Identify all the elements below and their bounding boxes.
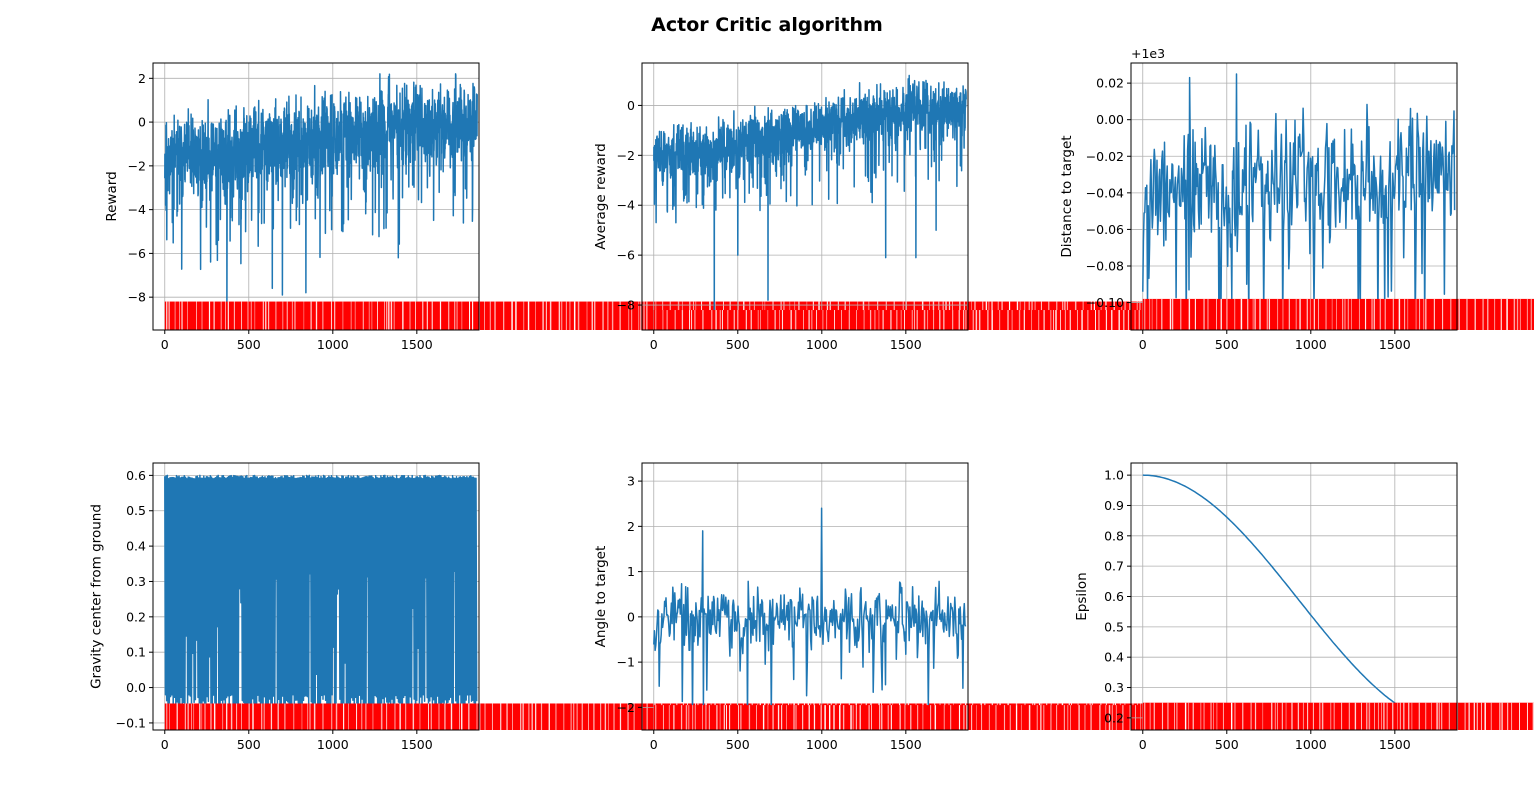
subplot-distance-to-target: 0 500 1000 1500 0.02 0.00 −0.02 −0.04 −0.06 −0.08… (1059, 46, 1534, 352)
distance-to-target-xtick-label-1: 500 (1215, 337, 1239, 352)
gravity-center-xtick-label-3: 1500 (401, 737, 433, 752)
angle-to-target-xtick-label-1: 500 (726, 737, 750, 752)
angle-to-target-ylabel: Angle to target (593, 546, 609, 648)
reward-ylabel: Reward (104, 171, 120, 221)
distance-to-target-ytick-label-3: −0.04 (1086, 185, 1124, 200)
epsilon-xtick-label-3: 1500 (1379, 737, 1411, 752)
average-reward-ytick-label-1: −2 (617, 148, 635, 163)
reward-axes-frame (152, 62, 480, 331)
gravity-center-series-line-0 (164, 474, 478, 717)
angle-to-target-ytick-label-1: 2 (627, 519, 635, 534)
epsilon-ytick-label-5: 0.5 (1104, 619, 1124, 634)
angle-to-target-ytick-label-2: 1 (627, 564, 635, 579)
reward-ytick-label-2: −2 (128, 158, 146, 173)
epsilon-xtick-label-1: 500 (1215, 737, 1239, 752)
reward-ytick-label-5: −8 (128, 290, 146, 305)
gravity-center-ytick-label-6: 0.0 (126, 680, 146, 695)
gravity-center-ytick-label-4: 0.2 (126, 609, 146, 624)
angle-to-target-ytick-label-4: −1 (617, 655, 635, 670)
angle-to-target-xtick-label-3: 1500 (890, 737, 922, 752)
subplot-epsilon: 0 500 1000 1500 1.0 0.9 0.8 0.7 0.6 0.5 0.4 0.3 0.2 E… (1074, 462, 1534, 752)
gravity-center-ytick-label-7: −0.1 (116, 715, 146, 730)
distance-to-target-ylabel: Distance to target (1059, 135, 1075, 257)
average-reward-xtick-label-0: 0 (650, 337, 658, 352)
epsilon-ytick-label-0: 1.0 (1104, 468, 1124, 483)
average-reward-ylabel: Average reward (593, 143, 609, 249)
gravity-center-ytick-label-1: 0.5 (126, 503, 146, 518)
gravity-center-ytick-label-0: 0.6 (126, 468, 146, 483)
distance-to-target-ytick-label-4: −0.06 (1086, 222, 1124, 237)
reward-series-line-0 (164, 73, 478, 318)
average-reward-xtick-label-2: 1000 (806, 337, 838, 352)
average-reward-xtick-label-1: 500 (726, 337, 750, 352)
angle-to-target-ytick-label-5: −2 (617, 700, 635, 715)
angle-to-target-xtick-label-0: 0 (650, 737, 658, 752)
average-reward-axes-frame (641, 62, 969, 331)
angle-to-target-series-line-0 (653, 507, 967, 722)
average-reward-ytick-label-3: −6 (617, 248, 635, 263)
gravity-center-xtick-label-2: 1000 (317, 737, 349, 752)
gravity-center-axes-frame (152, 462, 480, 731)
angle-to-target-ytick-label-0: 3 (627, 474, 635, 489)
distance-to-target-offset-text: +1e3 (1131, 46, 1165, 61)
epsilon-ytick-label-4: 0.6 (1104, 589, 1124, 604)
reward-ytick-label-4: −6 (128, 246, 146, 261)
epsilon-ytick-label-1: 0.9 (1104, 498, 1124, 513)
epsilon-ytick-label-2: 0.8 (1104, 528, 1124, 543)
reward-ytick-label-0: 2 (138, 71, 146, 86)
average-reward-xtick-label-3: 1500 (890, 337, 922, 352)
gravity-center-ylabel: Gravity center from ground (89, 504, 105, 689)
epsilon-ytick-label-8: 0.2 (1104, 710, 1124, 725)
distance-to-target-ytick-label-2: −0.02 (1086, 149, 1124, 164)
reward-ytick-label-1: 0 (138, 115, 146, 130)
angle-to-target-ytick-label-3: 0 (627, 609, 635, 624)
distance-to-target-ytick-label-6: −0.10 (1086, 295, 1124, 310)
average-reward-ytick-label-2: −4 (617, 198, 635, 213)
gravity-center-ytick-label-2: 0.4 (126, 539, 146, 554)
distance-to-target-xtick-label-3: 1500 (1379, 337, 1411, 352)
gravity-center-ytick-label-5: 0.1 (126, 645, 146, 660)
epsilon-ytick-label-3: 0.7 (1104, 559, 1124, 574)
reward-ytick-label-3: −4 (128, 202, 146, 217)
epsilon-overlay-fill (1142, 702, 1534, 730)
gravity-center-xtick-label-1: 500 (237, 737, 261, 752)
average-reward-ytick-label-0: 0 (627, 98, 635, 113)
distance-to-target-ytick-label-1: 0.00 (1096, 112, 1124, 127)
distance-to-target-xtick-label-0: 0 (1139, 337, 1147, 352)
epsilon-ytick-label-7: 0.3 (1104, 680, 1124, 695)
distance-to-target-xtick-label-2: 1000 (1295, 337, 1327, 352)
distance-to-target-ytick-label-5: −0.08 (1086, 258, 1124, 273)
epsilon-ytick-label-6: 0.4 (1104, 650, 1124, 665)
epsilon-xtick-label-2: 1000 (1295, 737, 1327, 752)
reward-xtick-label-2: 1000 (317, 337, 349, 352)
gravity-center-xtick-label-0: 0 (161, 737, 169, 752)
distance-to-target-series-line-0 (1142, 73, 1456, 326)
distance-to-target-ytick-label-0: 0.02 (1096, 76, 1124, 91)
angle-to-target-xtick-label-2: 1000 (806, 737, 838, 752)
epsilon-xtick-label-0: 0 (1139, 737, 1147, 752)
reward-xtick-label-1: 500 (237, 337, 261, 352)
distance-to-target-axes-frame (1130, 62, 1458, 331)
gravity-center-ytick-label-3: 0.3 (126, 574, 146, 589)
average-reward-series-line-0 (653, 74, 967, 319)
average-reward-ytick-label-4: −8 (617, 298, 635, 313)
angle-to-target-axes-frame (641, 462, 969, 731)
epsilon-overlay-band (1142, 702, 1534, 730)
epsilon-ylabel: Epsilon (1074, 572, 1090, 620)
distance-to-target-overlay-band (1142, 298, 1534, 330)
reward-xtick-label-0: 0 (161, 337, 169, 352)
figure-title: Actor Critic algorithm (651, 14, 883, 36)
reward-xtick-label-3: 1500 (401, 337, 433, 352)
